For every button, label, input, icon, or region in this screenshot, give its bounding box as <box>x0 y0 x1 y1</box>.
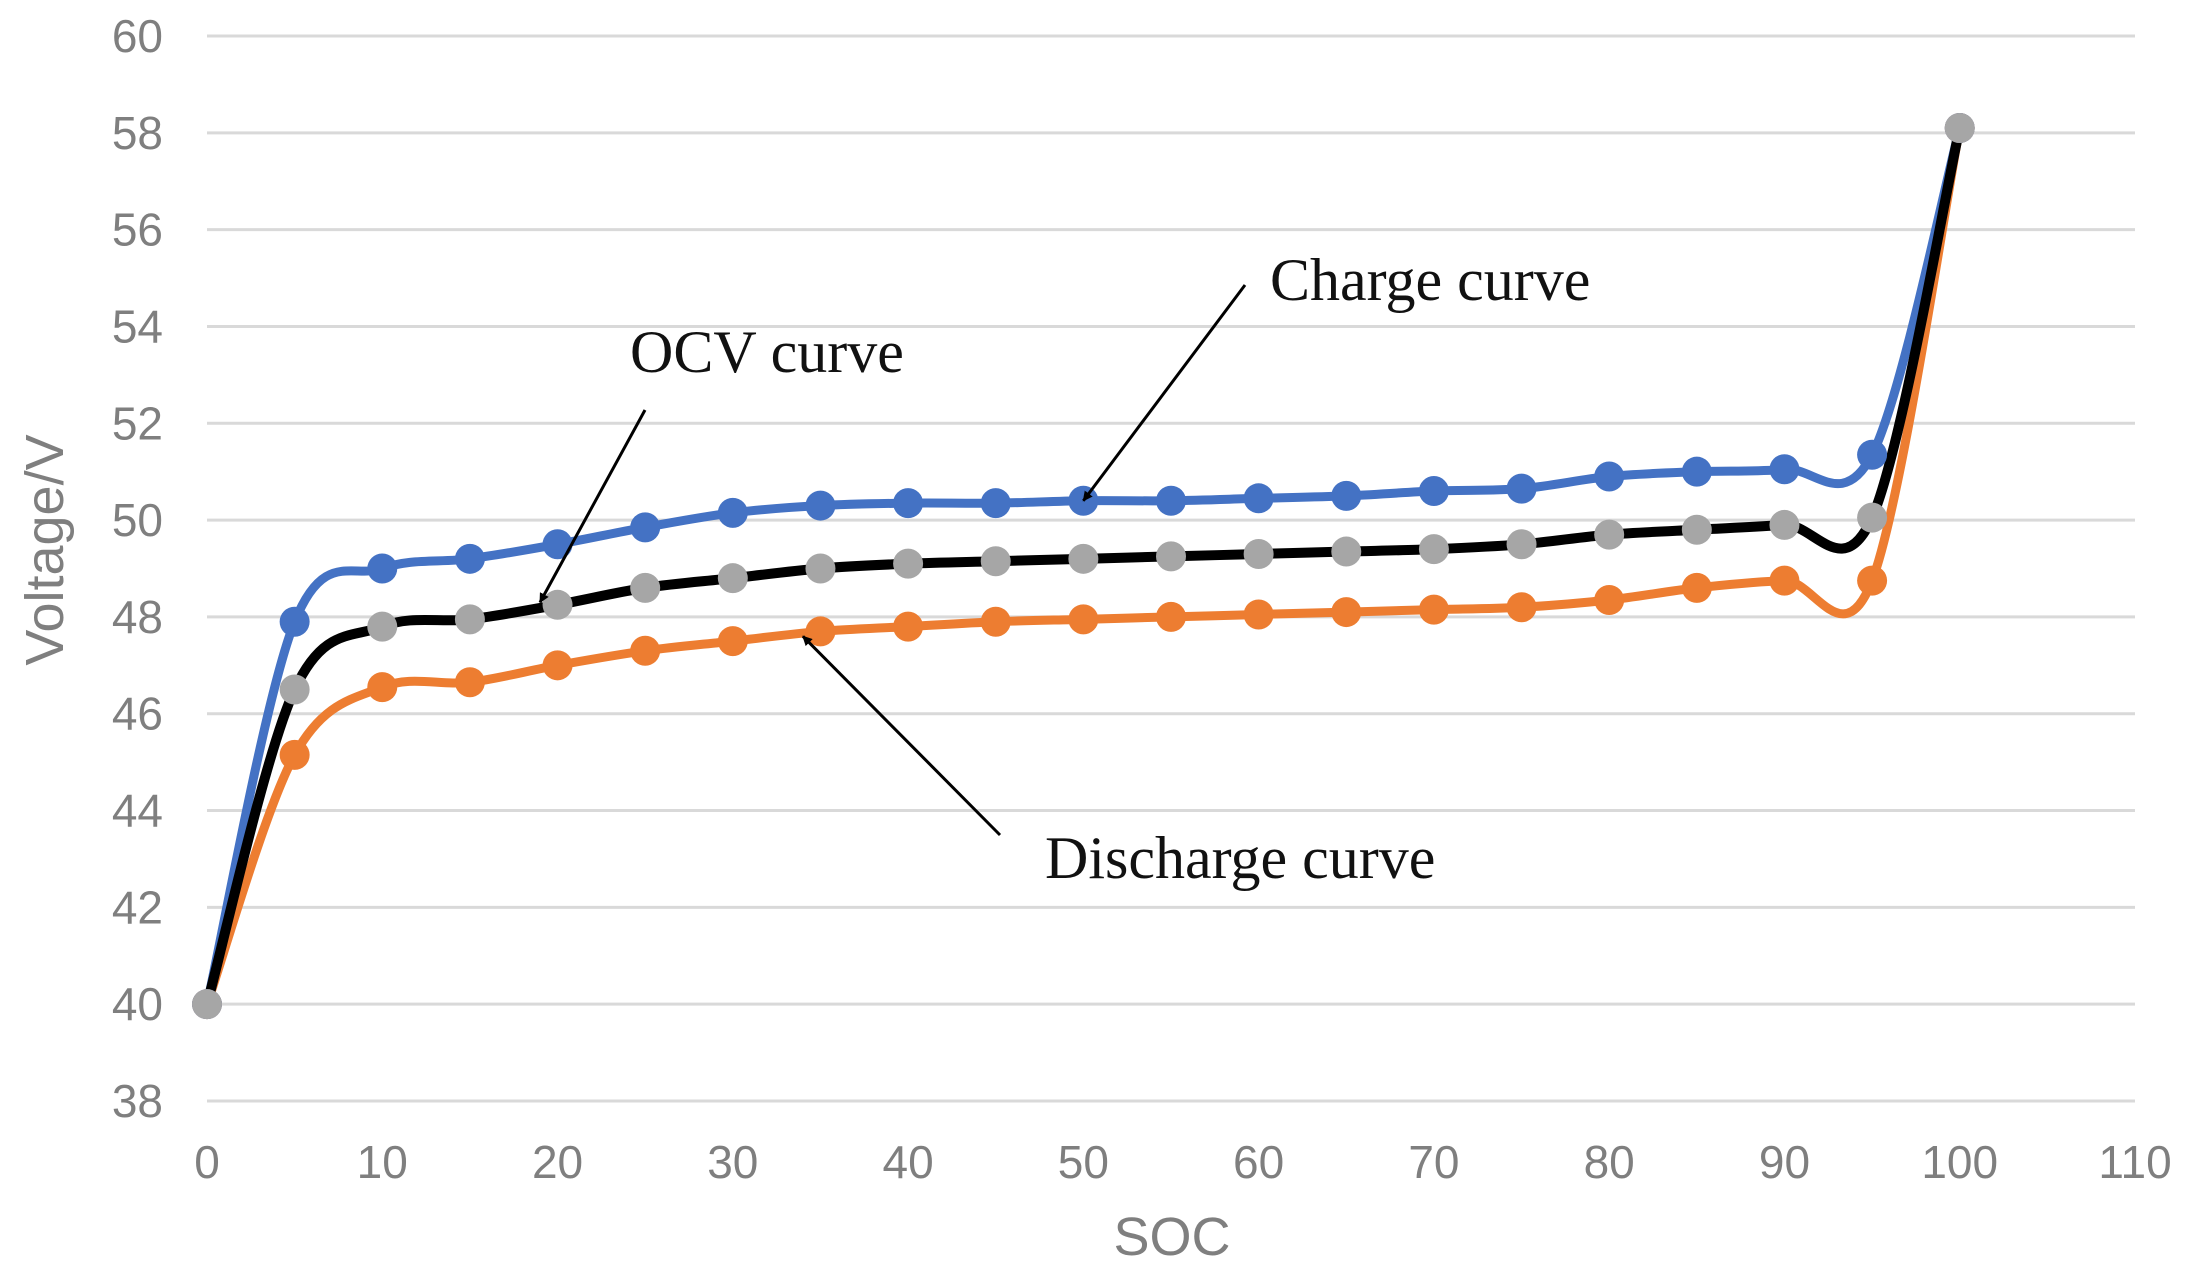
x-tick-label: 10 <box>357 1136 408 1188</box>
annotation-ocv-curve: OCV curve <box>630 319 904 385</box>
charge-curve-point <box>1857 439 1888 470</box>
discharge-curve-point <box>893 611 924 642</box>
discharge-curve-point <box>805 616 836 647</box>
discharge-curve-point <box>1681 572 1712 603</box>
y-tick-label: 44 <box>112 785 163 837</box>
ocv-curve-point <box>630 572 661 603</box>
charge-curve-point <box>630 512 661 543</box>
ocv-curve-point <box>279 674 310 705</box>
annotation-arrow <box>801 635 1002 837</box>
ocv-curve-point <box>1418 534 1449 565</box>
charge-curve-point <box>717 497 748 528</box>
charge-curve-point <box>893 488 924 519</box>
discharge-curve-point <box>1769 565 1800 596</box>
ocv-curve-point <box>1068 543 1099 574</box>
discharge-curve-point <box>1331 597 1362 628</box>
y-tick-label: 48 <box>112 591 163 643</box>
ocv-curve-point <box>1594 519 1625 550</box>
y-tick-label: 52 <box>112 397 163 449</box>
x-tick-label: 40 <box>883 1136 934 1188</box>
charge-curve-point <box>1243 483 1274 514</box>
annotation-charge-curve: Charge curve <box>1270 247 1590 313</box>
charge-curve-point <box>1506 473 1537 504</box>
ocv-curve-point <box>1331 536 1362 567</box>
charge-curve-point <box>1156 485 1186 516</box>
charge-curve-point <box>279 606 310 637</box>
series-markers <box>192 112 1975 1020</box>
x-tick-label: 70 <box>1408 1136 1459 1188</box>
y-tick-label: 42 <box>112 881 163 933</box>
discharge-curve-point <box>1594 584 1625 615</box>
x-tick-label: 80 <box>1584 1136 1635 1188</box>
x-tick-label: 20 <box>532 1136 583 1188</box>
discharge-curve-point <box>630 635 661 666</box>
x-tick-label: 30 <box>707 1136 758 1188</box>
ocv-curve-point <box>1243 538 1274 569</box>
ocv-curve-point <box>1506 529 1537 560</box>
charge-curve-point <box>542 529 573 560</box>
discharge-curve-point <box>542 650 573 681</box>
charge-curve-point <box>1594 461 1625 492</box>
charge-curve-point <box>367 553 398 584</box>
discharge-curve-point <box>1506 592 1537 623</box>
charge-curve-point <box>1418 476 1449 507</box>
charge-curve-point <box>1681 456 1712 487</box>
y-tick-label: 50 <box>112 494 163 546</box>
x-tick-label: 110 <box>2098 1136 2171 1188</box>
charge-curve-point <box>1331 480 1362 511</box>
y-tick-label: 60 <box>112 10 163 62</box>
annotation-discharge-curve: Discharge curve <box>1045 825 1435 891</box>
ocv-curve-point <box>893 548 924 579</box>
ocv-curve-point <box>1156 541 1186 572</box>
ocv-curve-point <box>1769 509 1800 540</box>
ocv-curve-point <box>1681 514 1712 545</box>
x-tick-label: 0 <box>194 1136 220 1188</box>
discharge-curve-point <box>1068 604 1099 635</box>
annotation-arrow <box>538 409 647 604</box>
discharge-curve-point <box>717 626 748 657</box>
annotation-arrow <box>1082 284 1247 502</box>
ocv-curve-point <box>717 563 748 594</box>
y-tick-label: 56 <box>112 204 163 256</box>
y-tick-label: 40 <box>112 978 163 1030</box>
y-tick-label: 58 <box>112 107 163 159</box>
discharge-curve-point <box>279 739 310 770</box>
ocv-curve-point <box>1944 112 1975 143</box>
ocv-curve-point <box>454 604 485 635</box>
ocv-curve-point <box>542 589 573 620</box>
discharge-curve-point <box>1418 594 1449 625</box>
charge-curve-point <box>1769 454 1800 485</box>
charge-curve-point <box>1068 485 1099 516</box>
y-tick-label: 46 <box>112 688 163 740</box>
discharge-curve-point <box>1857 565 1888 596</box>
discharge-curve-point <box>980 606 1011 637</box>
discharge-curve-point <box>367 672 398 703</box>
discharge-curve-point <box>454 667 485 698</box>
annotation-arrows <box>538 284 1247 837</box>
x-tick-label: 60 <box>1233 1136 1284 1188</box>
ocv-curve-point <box>367 611 398 642</box>
x-tick-label: 90 <box>1759 1136 1810 1188</box>
ocv-curve-point <box>980 546 1011 577</box>
x-tick-label: 100 <box>1921 1136 1998 1188</box>
ocv-curve-point <box>192 989 222 1020</box>
x-tick-labels: 0 10 20 30 40 50 60 70 80 90 100 110 <box>194 1136 2171 1188</box>
charge-curve-point <box>980 488 1011 519</box>
y-tick-label: 54 <box>112 300 163 352</box>
discharge-curve-point <box>1156 601 1186 632</box>
y-tick-labels: 38 40 42 44 46 48 50 52 54 56 58 60 <box>112 10 163 1127</box>
ocv-curve-point <box>1857 502 1888 533</box>
x-axis-title: SOC <box>1113 1207 1230 1267</box>
y-axis-title: Voltage/V <box>15 434 75 665</box>
x-tick-label: 50 <box>1058 1136 1109 1188</box>
ocv-curve-point <box>805 553 836 584</box>
y-tick-label: 38 <box>112 1075 163 1127</box>
discharge-curve-point <box>1243 599 1274 630</box>
charge-curve-point <box>805 490 836 521</box>
charge-curve-point <box>454 543 485 574</box>
